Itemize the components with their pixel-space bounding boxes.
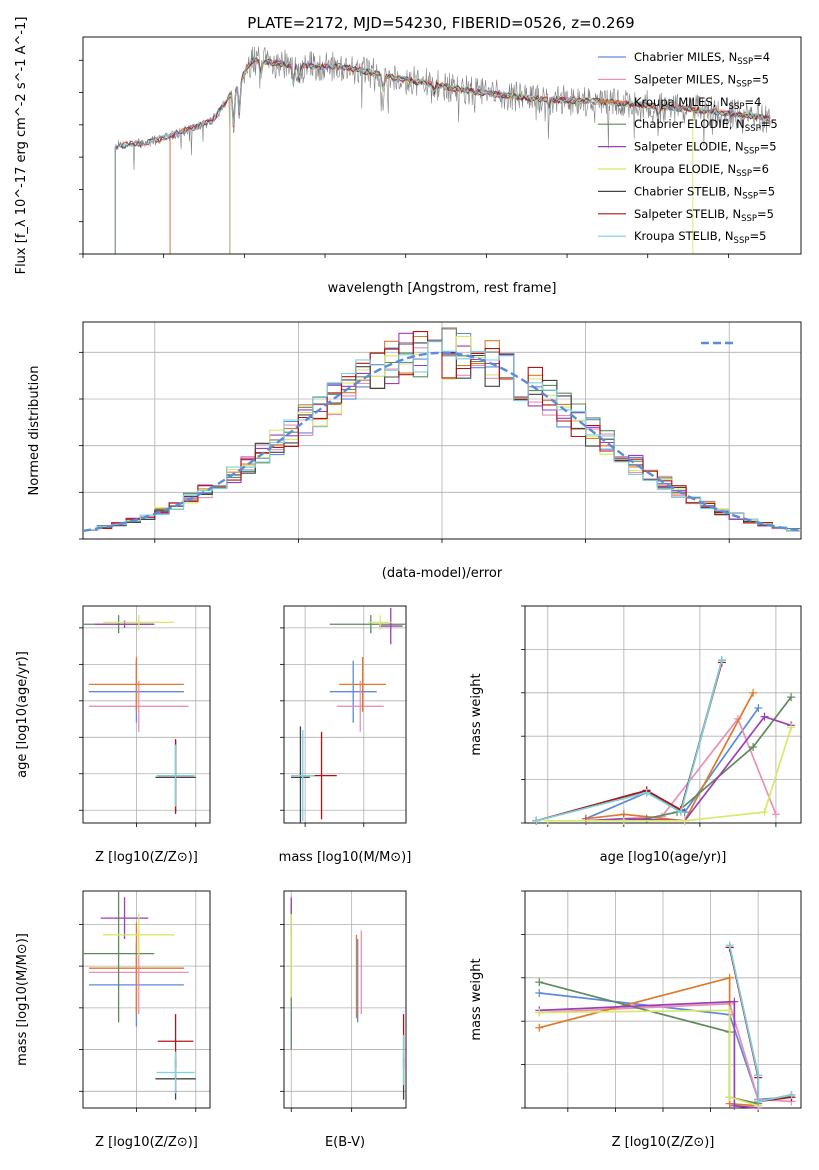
legend-tail: =5 — [749, 229, 766, 243]
legend-tail: =4 — [744, 95, 761, 109]
normal-curve — [83, 351, 801, 532]
age-vs-metallicity-panel: Z [log10(Z/Z⊙)] age [log10(age/yr)] — [15, 605, 211, 865]
legend-entry: Salpeter STELIB, NSSP=5 — [634, 207, 774, 224]
observed-spectrum — [115, 46, 771, 254]
x-axis-label: wavelength [Angstrom, rest frame] — [328, 281, 557, 296]
legend-tail: =5 — [752, 72, 769, 86]
y-axis-label: Flux [f_λ 10^-17 erg cm^-2 s^-1 A^-1] — [14, 17, 29, 275]
x-axis-label: age [log10(age/yr)] — [600, 850, 727, 865]
axes-frame — [283, 890, 407, 1109]
legend-text: Salpeter STELIB, N — [634, 207, 741, 221]
legend-sub: SSP — [745, 124, 761, 134]
errorbars — [291, 607, 406, 823]
y-axis-label: mass [log10(M/M⊙)] — [15, 933, 30, 1066]
axes-frame — [82, 321, 802, 540]
x-axis-label: E(B-V) — [325, 1135, 365, 1150]
y-axis-label: mass weight — [469, 673, 484, 755]
legend-text: Salpeter ELODIE, N — [634, 140, 744, 154]
legend-tail: =5 — [761, 117, 778, 131]
legend-text: Chabrier STELIB, N — [634, 184, 742, 198]
series-line-salpeter_miles — [539, 1002, 792, 1103]
series-line-chabrier_miles — [585, 707, 760, 820]
legend-text: Salpeter MILES, N — [634, 72, 736, 86]
legend-entry: Kroupa STELIB, NSSP=5 — [634, 229, 766, 246]
legend-text: Chabrier MILES, N — [634, 50, 737, 64]
y-axis-label: age [log10(age/yr)] — [15, 651, 30, 778]
legend-tail: =5 — [758, 184, 775, 198]
residuals-panel: (data-model)/error Normed distribution — [27, 321, 802, 581]
legend-entry: Salpeter MILES, NSSP=5 — [634, 72, 769, 89]
axes-frame — [82, 36, 802, 255]
weight-vs-metallicity-panel: Z [log10(Z/Z⊙)] mass weight — [469, 890, 802, 1150]
series-line-kroupa_elodie — [539, 1009, 759, 1107]
model-spectrum-chabrier_miles — [169, 57, 771, 254]
age-vs-mass-panel: mass [log10(M/M⊙)] — [279, 605, 412, 865]
histogram-kroupa_stelib — [83, 341, 801, 532]
mass-vs-metallicity-panel: Z [log10(Z/Z⊙)] mass [log10(M/M⊙)] — [15, 890, 211, 1150]
legend-text: Kroupa MILES, N — [634, 95, 729, 109]
errorbars — [83, 615, 196, 814]
model-spectrum-salpeter_stelib — [114, 57, 770, 254]
model-spectrum-kroupa_elodie — [229, 56, 770, 254]
legend-entry: Chabrier MILES, NSSP=4 — [634, 50, 770, 67]
series-line-salpeter_stelib — [728, 947, 792, 1103]
x-axis-label: (data-model)/error — [382, 566, 503, 581]
legend-sub: SSP — [742, 191, 758, 201]
series-line-salpeter_miles — [585, 717, 777, 822]
legend-tail: =5 — [760, 140, 777, 154]
spectrum-lines — [114, 46, 771, 254]
legend-entry: Kroupa MILES, NSSP=4 — [634, 95, 761, 112]
axes-frame — [82, 605, 211, 824]
figure-title: PLATE=2172, MJD=54230, FIBERID=0526, z=0… — [247, 14, 634, 32]
series-line-chabrier_stelib — [728, 947, 792, 1103]
legend-sub: SSP — [736, 79, 752, 89]
series-line-chabrier_elodie — [539, 981, 759, 1105]
legend-sub: SSP — [736, 169, 752, 179]
histograms — [83, 327, 801, 532]
mass-vs-extinction-panel: E(B-V) — [280, 890, 407, 1150]
legend-sub: SSP — [729, 102, 745, 112]
legend-sub: SSP — [741, 214, 757, 224]
x-axis-label: Z [log10(Z/Z⊙)] — [95, 850, 198, 865]
legend-text: Kroupa STELIB, N — [634, 229, 734, 243]
legend-tail: =4 — [753, 50, 770, 64]
series-line-kroupa_stelib — [728, 945, 792, 1103]
y-axis-label: mass weight — [469, 958, 484, 1040]
errorbars — [83, 891, 196, 1100]
axes-frame — [82, 890, 211, 1109]
x-axis-label: mass [log10(M/M⊙)] — [279, 850, 412, 865]
spectrum-panel: wavelength [Angstrom, rest frame] Flux [f… — [14, 17, 802, 296]
axes-frame — [524, 605, 802, 824]
model-spectrum-chabrier_elodie — [229, 56, 771, 254]
series-line-salpeter_elodie — [539, 1000, 759, 1109]
legend-text: Kroupa ELODIE, N — [634, 162, 736, 176]
legend-text: Chabrier ELODIE, N — [634, 117, 745, 131]
legend-entry: Kroupa ELODIE, NSSP=6 — [634, 162, 769, 179]
legend-tail: =5 — [757, 207, 774, 221]
axes-frame — [524, 890, 802, 1109]
y-axis-label: Normed distribution — [27, 366, 42, 496]
axes-frame — [283, 605, 407, 824]
errorbars — [290, 897, 405, 1100]
model-spectrum-salpeter_elodie — [229, 57, 771, 254]
legend-entry: Chabrier ELODIE, NSSP=5 — [634, 117, 778, 134]
x-axis-label: Z [log10(Z/Z⊙)] — [612, 1135, 715, 1150]
series-lines — [532, 656, 796, 825]
weight-vs-age-panel: age [log10(age/yr)] mass weight — [469, 605, 802, 865]
model-spectrum-kroupa_stelib — [114, 57, 771, 254]
legend-sub: SSP — [744, 147, 760, 157]
series-lines — [535, 941, 796, 1112]
legend-entry: Salpeter ELODIE, NSSP=5 — [634, 140, 777, 157]
legend-sub: SSP — [734, 236, 750, 246]
legend-sub: SSP — [737, 57, 753, 67]
model-spectrum-chabrier_stelib — [114, 58, 770, 254]
legend-entry: Chabrier STELIB, NSSP=5 — [634, 184, 775, 201]
series-line-kroupa_stelib — [536, 660, 723, 822]
x-axis-label: Z [log10(Z/Z⊙)] — [95, 1135, 198, 1150]
histogram-salpeter_stelib — [83, 331, 801, 532]
legend-tail: =6 — [752, 162, 769, 176]
